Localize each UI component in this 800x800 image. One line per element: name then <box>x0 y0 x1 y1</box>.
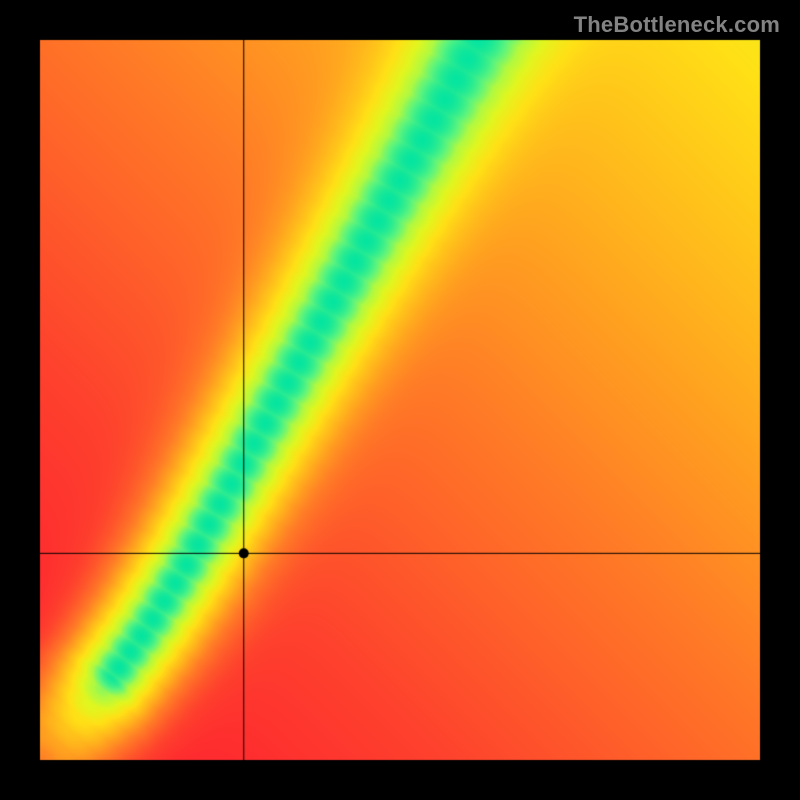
watermark-text: TheBottleneck.com <box>574 12 780 38</box>
heatmap-canvas <box>0 0 800 800</box>
